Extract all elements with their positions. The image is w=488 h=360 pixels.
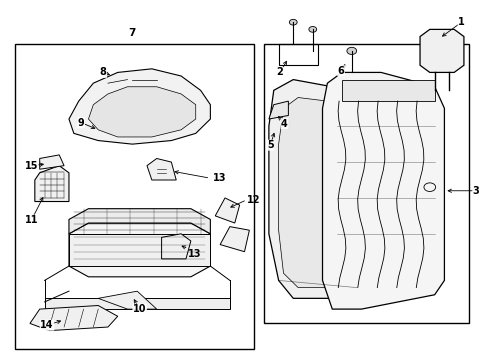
Text: 12: 12	[246, 195, 260, 205]
Text: 6: 6	[337, 66, 344, 76]
Text: 11: 11	[24, 215, 38, 225]
Polygon shape	[147, 158, 176, 180]
Text: 1: 1	[457, 17, 464, 27]
Polygon shape	[161, 234, 190, 259]
Polygon shape	[419, 30, 463, 72]
Text: 4: 4	[281, 119, 287, 129]
Polygon shape	[69, 223, 210, 277]
Polygon shape	[69, 69, 210, 144]
Text: 15: 15	[24, 161, 38, 171]
Polygon shape	[268, 101, 288, 119]
Text: 5: 5	[266, 140, 273, 150]
Polygon shape	[44, 298, 229, 309]
Text: 10: 10	[133, 304, 146, 314]
Text: 7: 7	[128, 28, 136, 38]
Circle shape	[346, 47, 356, 54]
Text: 13: 13	[188, 248, 202, 258]
Text: 9: 9	[78, 118, 84, 128]
Polygon shape	[69, 209, 210, 234]
Text: 14: 14	[40, 320, 54, 330]
Polygon shape	[35, 166, 69, 202]
Polygon shape	[30, 306, 118, 330]
Polygon shape	[69, 234, 210, 266]
Circle shape	[308, 27, 316, 32]
Text: 2: 2	[276, 67, 283, 77]
Polygon shape	[322, 72, 444, 309]
Text: 3: 3	[472, 186, 479, 196]
Bar	[264, 44, 468, 323]
Polygon shape	[220, 226, 249, 252]
Polygon shape	[215, 198, 239, 223]
Polygon shape	[40, 155, 64, 169]
Bar	[15, 44, 254, 348]
Polygon shape	[341, 80, 434, 101]
Polygon shape	[88, 87, 195, 137]
Polygon shape	[98, 291, 157, 309]
Text: 8: 8	[100, 67, 106, 77]
Circle shape	[289, 19, 297, 25]
Text: 13: 13	[212, 173, 226, 183]
Polygon shape	[268, 80, 361, 298]
Polygon shape	[278, 98, 351, 288]
